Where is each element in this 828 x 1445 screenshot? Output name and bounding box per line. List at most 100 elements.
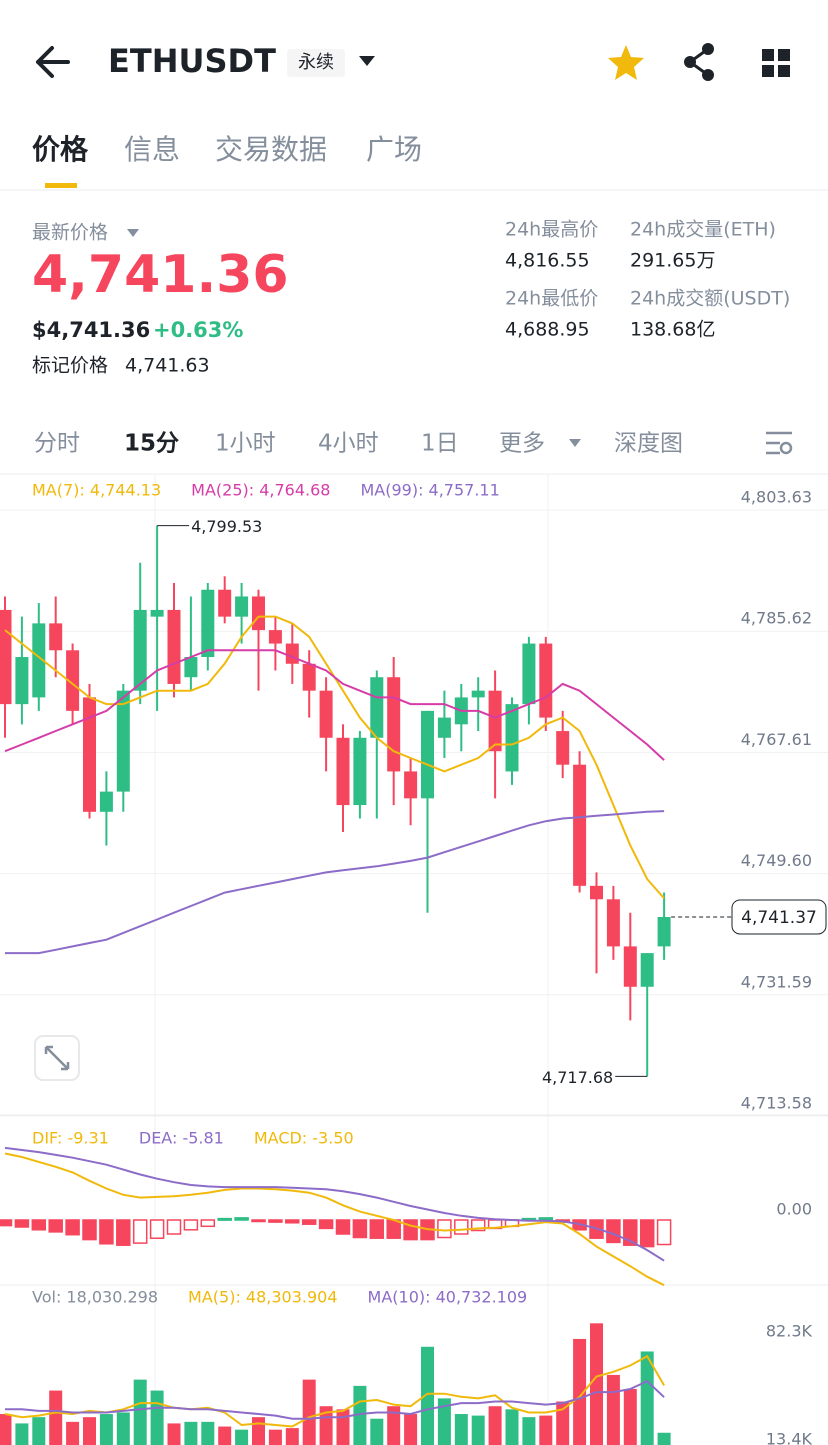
fullscreen-button[interactable]	[34, 1035, 80, 1081]
legend-item: MA(99): 4,757.11	[360, 481, 499, 500]
extreme-label: 4,799.53	[191, 517, 262, 536]
candle-body	[49, 623, 63, 651]
stat-value: 4,688.95	[505, 319, 590, 341]
stat-label: 24h成交量(ETH)	[630, 219, 776, 241]
y-tick-label: 4,731.59	[741, 972, 812, 991]
volume-bar	[471, 1415, 485, 1445]
share-button[interactable]	[684, 43, 714, 81]
volume-bar	[556, 1401, 570, 1445]
candle-body	[522, 643, 536, 705]
candle-body	[184, 657, 198, 678]
volume-bar	[404, 1414, 418, 1445]
volume-bar	[573, 1338, 587, 1445]
macd-line	[4, 1146, 665, 1262]
ma-line	[4, 649, 665, 761]
candle-body	[421, 710, 434, 799]
volume-bar	[167, 1423, 181, 1445]
y-tick-label: 82.3K	[766, 1322, 813, 1341]
volume-bar	[150, 1390, 164, 1445]
macd-bar	[251, 1219, 266, 1223]
stat-value: 291.65万	[630, 250, 715, 272]
volume-bar	[285, 1428, 299, 1445]
grid-menu[interactable]	[762, 49, 790, 77]
legend-item: MA(25): 4,764.68	[191, 481, 330, 500]
macd-bar	[285, 1219, 300, 1224]
volume-bar	[99, 1414, 113, 1445]
stat-value: 138.68亿	[630, 319, 715, 341]
macd-bar	[234, 1217, 249, 1221]
more-dropdown[interactable]	[569, 439, 581, 447]
macd-bar	[656, 1219, 672, 1246]
back-button[interactable]	[36, 46, 70, 78]
macd-bar	[268, 1219, 283, 1223]
tab[interactable]: 价格	[32, 133, 89, 166]
candle-body	[590, 885, 603, 900]
volume-bar	[235, 1429, 249, 1445]
macd-bar	[116, 1219, 131, 1246]
candle-body	[268, 630, 282, 644]
favorite-star[interactable]	[608, 45, 644, 80]
tab[interactable]: 广场	[366, 133, 422, 166]
volume-bar	[116, 1412, 130, 1445]
candle-body	[606, 899, 620, 947]
candle-body	[99, 791, 113, 812]
volume-bar	[218, 1426, 232, 1445]
volume-bar	[302, 1379, 316, 1445]
interval[interactable]: 更多	[499, 431, 545, 457]
interval[interactable]: 4小时	[318, 431, 379, 457]
symbol-dropdown[interactable]	[359, 56, 375, 66]
macd-bar	[470, 1219, 486, 1232]
candle-body	[66, 650, 80, 711]
volume-bar	[319, 1406, 333, 1445]
macd-bar	[183, 1219, 199, 1231]
candle-body	[657, 916, 671, 947]
macd-bar	[217, 1217, 232, 1221]
macd-bar	[65, 1219, 80, 1236]
candle-body	[285, 643, 299, 664]
stat-value: 4,816.55	[505, 250, 590, 272]
interval[interactable]: 15分	[124, 431, 179, 457]
macd-bar	[200, 1219, 216, 1228]
candle-body	[15, 657, 29, 705]
symbol[interactable]: ETHUSDT	[108, 42, 276, 80]
last-price: 4,741.36	[32, 245, 289, 305]
macd-bar	[352, 1219, 368, 1239]
candle-body	[505, 704, 519, 772]
chart-settings[interactable]	[766, 431, 793, 455]
volume-bar	[590, 1323, 603, 1445]
volume-bar	[66, 1421, 80, 1445]
volume-bar	[370, 1418, 384, 1445]
volume-bar	[201, 1421, 215, 1445]
candle-body	[167, 609, 181, 684]
interval[interactable]: 1日	[421, 431, 459, 457]
macd-bar	[335, 1219, 351, 1235]
stat-label: 24h成交额(USDT)	[630, 288, 790, 310]
macd-bar	[48, 1219, 63, 1233]
candle-body	[218, 589, 232, 617]
interval[interactable]: 1小时	[215, 431, 276, 457]
candle-body	[0, 609, 12, 705]
candle-body	[353, 737, 367, 806]
macd-bar	[14, 1219, 30, 1228]
legend-item: DEA: -5.81	[139, 1129, 224, 1148]
tab[interactable]: 信息	[124, 133, 180, 166]
macd-bar	[132, 1219, 148, 1244]
candle-body	[150, 609, 164, 617]
macd-bar	[0, 1219, 13, 1227]
interval[interactable]: 分时	[34, 431, 80, 457]
macd-bar	[31, 1219, 47, 1231]
tab[interactable]: 交易数据	[215, 133, 327, 166]
y-tick-label: 4,767.61	[741, 730, 812, 749]
legend-item: Vol: 18,030.298	[32, 1288, 158, 1307]
usd-price: $4,741.36	[32, 318, 150, 342]
candle-body	[471, 690, 485, 698]
volume-bar	[623, 1389, 637, 1445]
macd-bar	[301, 1219, 317, 1225]
label-dropdown[interactable]	[127, 229, 139, 237]
interval[interactable]: 深度图	[614, 431, 683, 457]
mark-price-label: 标记价格	[32, 355, 108, 377]
macd-bar	[99, 1219, 114, 1245]
candle-body	[556, 731, 570, 765]
candle-body	[83, 697, 96, 812]
